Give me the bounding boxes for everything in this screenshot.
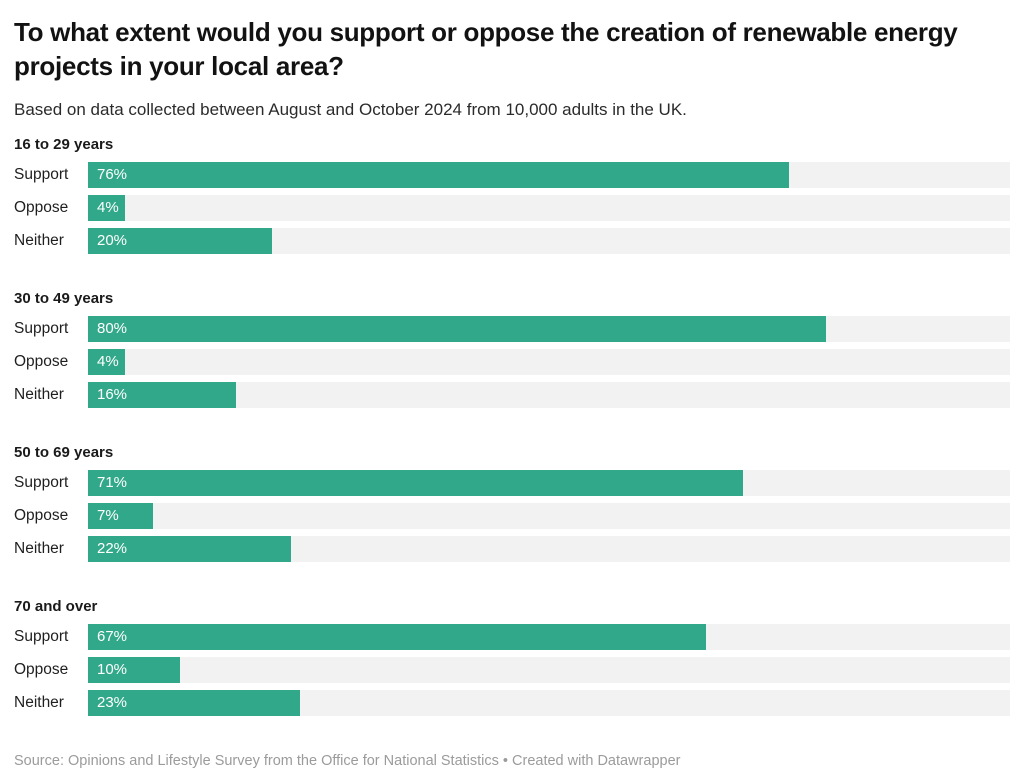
category-label: Oppose [14, 352, 69, 370]
category-label: Oppose [14, 506, 69, 524]
category-label: Neither [14, 539, 64, 557]
value-label: 71% [97, 474, 128, 492]
value-label: 16% [97, 386, 128, 404]
bar: 7% [88, 502, 153, 529]
value-label: 22% [97, 540, 128, 558]
bar: 10% [88, 656, 181, 683]
bar-row: Oppose 7% [14, 502, 1010, 529]
bar-row: Support 67% [14, 623, 1010, 650]
age-group: 30 to 49 years Support 80% Oppose 4% Neither 1… [14, 290, 1010, 408]
category-label: Support [14, 319, 69, 337]
age-group: 70 and over Support 67% Oppose 10% Neither 23% [14, 598, 1010, 716]
bar-track: 23% [88, 689, 1010, 716]
bar-track: 20% [88, 227, 1010, 254]
group-label: 70 and over [14, 597, 98, 615]
bar: 20% [88, 227, 273, 254]
bar-row: Neither 16% [14, 381, 1010, 408]
bar-row: Neither 23% [14, 689, 1010, 716]
bar: 22% [88, 535, 291, 562]
bar-track: 4% [88, 348, 1010, 375]
bar: 4% [88, 194, 125, 221]
bar: 4% [88, 348, 125, 375]
bar-track: 80% [88, 315, 1010, 342]
value-label: 4% [97, 199, 119, 217]
category-label: Neither [14, 693, 64, 711]
age-group: 16 to 29 years Support 76% Oppose 4% Neither 2… [14, 136, 1010, 254]
value-label: 20% [97, 232, 128, 250]
page-title: To what extent would you support or oppo… [14, 17, 958, 81]
chart-subtitle: Based on data collected between August a… [14, 99, 687, 119]
source-note: Source: Opinions and Lifestyle Survey fr… [14, 752, 681, 769]
group-label: 50 to 69 years [14, 443, 114, 461]
bar-row: Oppose 4% [14, 348, 1010, 375]
value-label: 10% [97, 661, 128, 679]
bar: 23% [88, 689, 301, 716]
bar-row: Support 76% [14, 161, 1010, 188]
category-label: Oppose [14, 660, 69, 678]
bar-row: Neither 22% [14, 535, 1010, 562]
chart-groups: 16 to 29 years Support 76% Oppose 4% Neither 2… [14, 136, 1010, 716]
bar-track: 7% [88, 502, 1010, 529]
bar-track: 10% [88, 656, 1010, 683]
category-label: Support [14, 627, 69, 645]
bar: 67% [88, 623, 706, 650]
bar-track: 76% [88, 161, 1010, 188]
bar-track: 22% [88, 535, 1010, 562]
age-group: 50 to 69 years Support 71% Oppose 7% Neither 2… [14, 444, 1010, 562]
bar: 76% [88, 161, 789, 188]
value-label: 67% [97, 628, 128, 646]
value-label: 7% [97, 507, 119, 525]
value-label: 4% [97, 353, 119, 371]
category-label: Oppose [14, 198, 69, 216]
bar-row: Oppose 4% [14, 194, 1010, 221]
bar-track: 67% [88, 623, 1010, 650]
bar: 71% [88, 469, 743, 496]
bar: 16% [88, 381, 236, 408]
group-label: 16 to 29 years [14, 135, 114, 153]
bar-row: Support 71% [14, 469, 1010, 496]
bar-track: 4% [88, 194, 1010, 221]
bar-track: 16% [88, 381, 1010, 408]
bar-row: Oppose 10% [14, 656, 1010, 683]
value-label: 76% [97, 166, 128, 184]
bar-row: Neither 20% [14, 227, 1010, 254]
bar: 80% [88, 315, 826, 342]
value-label: 23% [97, 694, 128, 712]
bar-track: 71% [88, 469, 1010, 496]
value-label: 80% [97, 320, 128, 338]
bar-row: Support 80% [14, 315, 1010, 342]
category-label: Support [14, 165, 69, 183]
category-label: Neither [14, 385, 64, 403]
category-label: Neither [14, 231, 64, 249]
category-label: Support [14, 473, 69, 491]
group-label: 30 to 49 years [14, 289, 114, 307]
